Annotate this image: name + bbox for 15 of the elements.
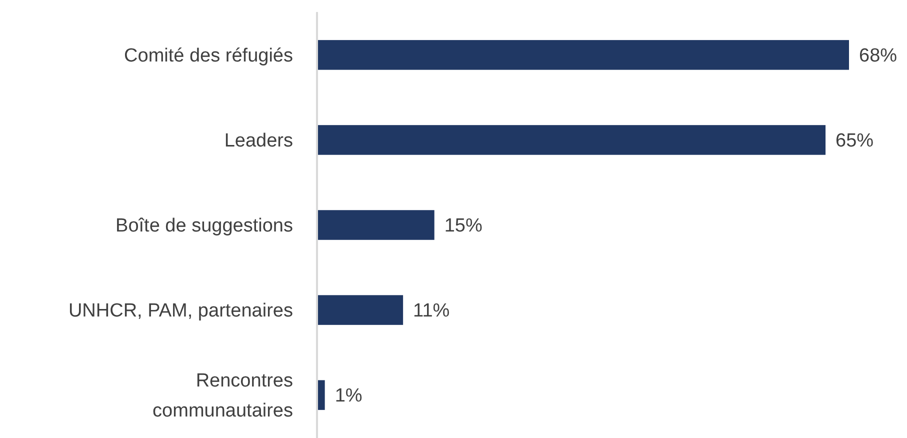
data-label: 15% (444, 216, 482, 237)
y-tick-label: Leaders (224, 130, 293, 152)
y-tick-label: Rencontres communautaires (152, 370, 293, 422)
bar (317, 380, 325, 410)
y-tick-label: Boîte de suggestions (116, 216, 293, 237)
bar (317, 210, 434, 240)
y-tick-label: Comité des réfugiés (124, 46, 293, 67)
data-label: 1% (334, 386, 362, 407)
bar (317, 40, 849, 70)
data-label: 65% (836, 130, 874, 152)
data-label: 11% (413, 300, 450, 322)
data-label: 68% (859, 46, 898, 67)
bar (317, 125, 826, 155)
y-tick-label: UNHCR, PAM, partenaires (68, 300, 293, 322)
bar (317, 295, 404, 325)
